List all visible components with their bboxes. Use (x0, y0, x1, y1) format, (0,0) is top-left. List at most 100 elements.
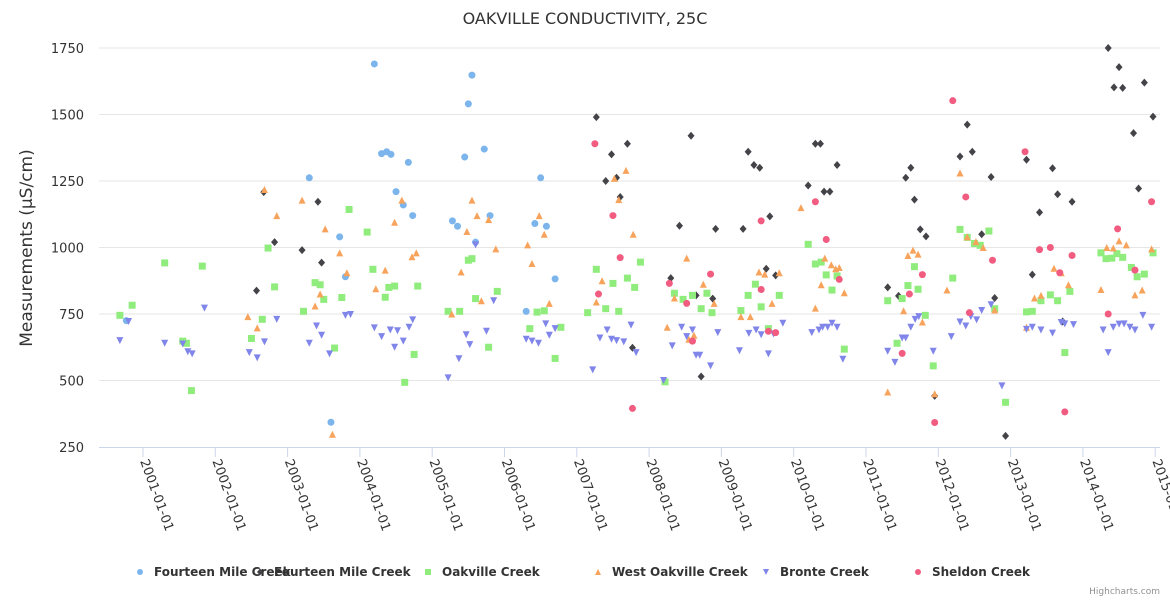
data-point[interactable] (1061, 349, 1069, 357)
data-point[interactable] (464, 100, 472, 108)
data-point[interactable] (963, 233, 971, 241)
data-point[interactable] (1046, 244, 1054, 251)
data-point[interactable] (1056, 269, 1064, 277)
data-point[interactable] (1023, 325, 1031, 333)
data-point[interactable] (1099, 326, 1107, 334)
data-point[interactable] (884, 388, 892, 396)
legend-label[interactable]: Sheldon Creek (932, 565, 1031, 579)
data-point[interactable] (1104, 310, 1112, 318)
data-point[interactable] (949, 274, 957, 282)
data-point[interactable] (811, 198, 819, 206)
data-point[interactable] (1104, 349, 1112, 357)
data-point[interactable] (956, 169, 964, 177)
data-point[interactable] (298, 246, 306, 255)
data-point[interactable] (457, 268, 465, 276)
legend-symbol-icon[interactable] (425, 569, 431, 575)
legend-symbol-icon[interactable] (763, 569, 769, 575)
data-point[interactable] (629, 230, 637, 238)
data-point[interactable] (757, 303, 765, 311)
data-point[interactable] (775, 291, 783, 299)
data-point[interactable] (1108, 254, 1116, 262)
data-point[interactable] (979, 244, 987, 251)
data-point[interactable] (613, 337, 621, 345)
legend-label[interactable]: Bronte Creek (780, 565, 870, 579)
data-point[interactable] (907, 323, 915, 331)
data-point[interactable] (480, 145, 488, 153)
data-point[interactable] (336, 249, 344, 257)
data-point[interactable] (833, 272, 841, 280)
data-point[interactable] (381, 293, 389, 301)
data-point[interactable] (326, 350, 334, 358)
data-point[interactable] (409, 212, 417, 220)
data-point[interactable] (989, 256, 997, 264)
data-point[interactable] (628, 404, 636, 412)
data-point[interactable] (318, 331, 326, 339)
data-point[interactable] (710, 299, 718, 307)
data-point[interactable] (739, 224, 747, 233)
data-point[interactable] (737, 307, 745, 315)
data-point[interactable] (398, 196, 406, 204)
data-point[interactable] (1131, 291, 1139, 299)
data-point[interactable] (468, 71, 476, 79)
data-point[interactable] (1028, 307, 1036, 315)
data-point[interactable] (1149, 112, 1157, 121)
data-point[interactable] (1064, 281, 1072, 289)
data-point[interactable] (1115, 63, 1123, 72)
data-point[interactable] (1119, 83, 1127, 92)
data-point[interactable] (485, 343, 493, 351)
data-point[interactable] (811, 260, 819, 268)
data-point[interactable] (987, 301, 995, 309)
data-point[interactable] (998, 382, 1006, 390)
legend-symbol-icon[interactable] (137, 569, 143, 575)
data-point[interactable] (264, 244, 272, 252)
data-point[interactable] (1148, 198, 1156, 206)
data-point[interactable] (485, 216, 493, 224)
data-point[interactable] (531, 220, 539, 228)
data-point[interactable] (1114, 225, 1122, 233)
data-point[interactable] (839, 355, 847, 363)
data-point[interactable] (409, 316, 417, 324)
legend-item[interactable]: Fourteen Mile Creek (257, 565, 412, 579)
data-point[interactable] (910, 195, 918, 204)
data-point[interactable] (1068, 197, 1076, 206)
data-point[interactable] (757, 217, 765, 225)
data-point[interactable] (602, 177, 610, 185)
data-point[interactable] (316, 281, 324, 289)
data-point[interactable] (985, 227, 993, 235)
data-point[interactable] (1102, 255, 1110, 263)
data-point[interactable] (902, 173, 910, 182)
data-point[interactable] (455, 355, 463, 363)
data-point[interactable] (253, 286, 261, 295)
data-point[interactable] (404, 158, 412, 166)
data-point[interactable] (258, 315, 266, 323)
data-point[interactable] (976, 241, 984, 249)
data-point[interactable] (313, 322, 321, 330)
data-point[interactable] (244, 313, 252, 321)
data-point[interactable] (524, 241, 532, 249)
data-point[interactable] (300, 307, 308, 315)
data-point[interactable] (386, 326, 394, 334)
data-point[interactable] (338, 294, 346, 302)
data-point[interactable] (161, 339, 169, 347)
data-point[interactable] (1028, 323, 1036, 331)
data-point[interactable] (370, 60, 378, 68)
data-point[interactable] (522, 307, 530, 315)
data-point[interactable] (750, 161, 758, 170)
data-point[interactable] (660, 377, 668, 384)
data-point[interactable] (688, 291, 696, 299)
data-point[interactable] (1028, 270, 1036, 279)
data-point[interactable] (779, 319, 787, 327)
data-point[interactable] (542, 320, 550, 328)
data-point[interactable] (712, 224, 720, 233)
data-point[interactable] (737, 313, 745, 321)
data-point[interactable] (623, 139, 631, 148)
data-point[interactable] (623, 274, 631, 282)
data-point[interactable] (1131, 326, 1139, 334)
data-point[interactable] (907, 163, 915, 172)
data-point[interactable] (1103, 244, 1111, 251)
data-point[interactable] (1130, 129, 1138, 138)
data-point[interactable] (116, 311, 124, 319)
data-point[interactable] (448, 310, 456, 318)
data-point[interactable] (187, 387, 195, 395)
data-point[interactable] (707, 362, 715, 370)
